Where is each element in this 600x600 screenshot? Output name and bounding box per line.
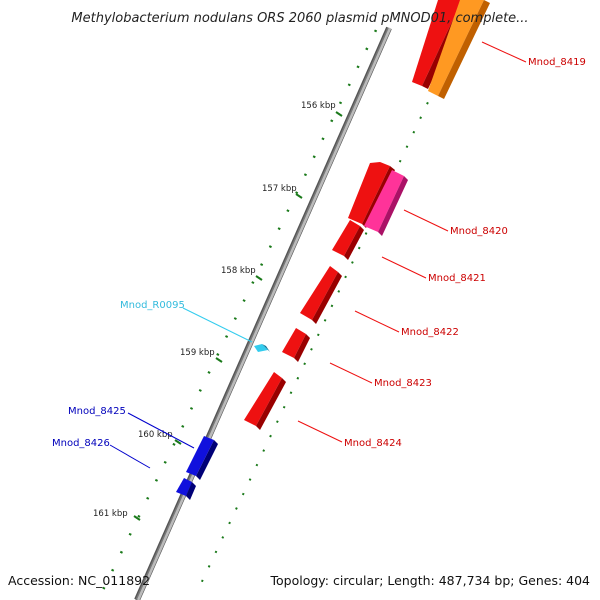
leader-line — [403, 209, 449, 232]
genes — [176, 0, 490, 500]
leader-line — [127, 412, 195, 449]
gene-label-mnod-8421[interactable]: Mnod_8421 — [428, 273, 486, 284]
scale-ticks: 156 kbp 157 kbp 158 kbp 159 kbp 160 kbp … — [93, 101, 343, 521]
gene-mnod-8421[interactable] — [332, 220, 364, 260]
gene-label-mnod-8420[interactable]: Mnod_8420 — [450, 226, 508, 237]
gene-label-mnod-8423[interactable]: Mnod_8423 — [374, 378, 432, 389]
gene-mnod-8420-pink[interactable] — [364, 170, 408, 236]
tick-mark — [255, 275, 263, 281]
leader-line — [297, 420, 343, 443]
gene-label-mnod-r0095[interactable]: Mnod_R0095 — [120, 300, 185, 311]
leader-line — [329, 362, 373, 384]
topology-summary: Topology: circular; Length: 487,734 bp; … — [270, 573, 591, 588]
tick-label-158: 158 kbp — [221, 266, 256, 276]
map-title: Methylobacterium nodulans ORS 2060 plasm… — [71, 11, 528, 26]
gene-mnod-8423[interactable] — [282, 328, 310, 362]
gene-label-mnod-8424[interactable]: Mnod_8424 — [344, 438, 402, 449]
gene-mnod-8426[interactable] — [176, 478, 196, 500]
backbone — [134, 26, 392, 600]
tick-mark — [215, 357, 223, 363]
tick-mark — [174, 439, 182, 445]
gene-mnod-r0095[interactable] — [254, 344, 270, 352]
gene-mnod-8425[interactable] — [186, 436, 218, 480]
gene-label-mnod-8426[interactable]: Mnod_8426 — [52, 438, 110, 449]
tick-mark — [295, 193, 303, 199]
gene-label-mnod-8419[interactable]: Mnod_8419 — [528, 57, 586, 68]
tick-label-156: 156 kbp — [301, 101, 336, 111]
tick-label-161: 161 kbp — [93, 509, 128, 519]
gene-orange-feature[interactable] — [428, 0, 490, 99]
gene-label-mnod-8422[interactable]: Mnod_8422 — [401, 327, 459, 338]
gene-labels: Mnod_8419 Mnod_8420 Mnod_8421 Mnod_8422 … — [52, 41, 586, 469]
tick-label-159: 159 kbp — [180, 348, 215, 358]
leader-line — [354, 310, 400, 333]
outer-dash-track — [197, 29, 463, 591]
tick-mark — [335, 111, 343, 117]
leader-line — [109, 444, 151, 469]
gene-mnod-8424[interactable] — [244, 372, 286, 430]
tick-label-160: 160 kbp — [138, 430, 173, 440]
leader-line — [481, 41, 527, 63]
tick-label-157: 157 kbp — [262, 184, 297, 194]
accession-text: Accession: NC_011892 — [8, 573, 150, 588]
gene-mnod-8422[interactable] — [300, 266, 342, 324]
gene-label-mnod-8425[interactable]: Mnod_8425 — [68, 406, 126, 417]
leader-line — [381, 256, 427, 279]
leader-line — [182, 307, 253, 343]
tick-mark — [133, 515, 141, 521]
